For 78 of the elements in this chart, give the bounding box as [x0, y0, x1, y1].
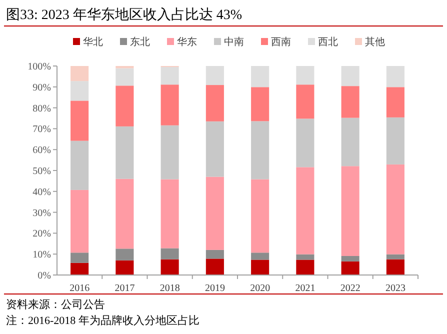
- legend-label: 东北: [130, 36, 150, 48]
- x-tick-label: 2023: [385, 283, 406, 294]
- x-tick-label: 2016: [70, 283, 90, 294]
- bar: [251, 121, 270, 180]
- bar: [206, 66, 224, 86]
- bar: [386, 259, 404, 275]
- bar: [341, 66, 360, 86]
- bar: [70, 252, 89, 263]
- bar: [70, 262, 89, 275]
- bar: [206, 258, 224, 275]
- x-tick-label: 2018: [160, 283, 180, 294]
- bar: [251, 66, 270, 88]
- bar: [116, 126, 134, 179]
- bar: [206, 85, 224, 122]
- bar: [160, 259, 179, 275]
- bar: [70, 66, 89, 82]
- bar: [296, 118, 314, 168]
- bar: [70, 100, 89, 141]
- y-tick-label: 20%: [32, 228, 51, 240]
- y-tick-label: 70%: [32, 124, 51, 136]
- bar: [341, 261, 360, 275]
- y-tick-label: 30%: [32, 208, 51, 219]
- x-tick-label: 2019: [204, 283, 225, 294]
- legend-label: 西南: [271, 36, 291, 48]
- x-tick-label: 2021: [295, 283, 316, 294]
- legend-label: 西北: [318, 36, 338, 48]
- bar: [251, 87, 270, 122]
- y-tick-label: 40%: [32, 186, 51, 198]
- y-tick-label: 80%: [32, 103, 51, 114]
- text: 注：2016-2018 年为品牌收入分地区占比: [6, 314, 200, 327]
- bar: [341, 86, 360, 118]
- bar: [296, 66, 314, 85]
- bar: [206, 176, 224, 250]
- chart-title: 图33: 2023 年华东地区收入占比达 43%: [6, 7, 242, 23]
- bar: [160, 84, 179, 126]
- bar: [251, 252, 270, 260]
- bar: [206, 250, 224, 259]
- bar: [116, 248, 134, 260]
- x-tick-label: 2017: [114, 283, 135, 294]
- y-tick-label: 50%: [32, 166, 51, 177]
- bar: [341, 118, 360, 166]
- bar: [70, 140, 89, 190]
- bar: [251, 179, 270, 253]
- bar: [116, 178, 134, 249]
- bar: [160, 67, 179, 85]
- y-tick-label: 90%: [32, 82, 51, 94]
- bar: [341, 256, 360, 262]
- bar: [296, 167, 314, 254]
- bar: [116, 86, 134, 126]
- legend-label: 华东: [177, 36, 197, 48]
- bar: [160, 179, 179, 248]
- bar: [206, 121, 224, 177]
- legend-label: 华北: [83, 36, 103, 48]
- legend-label: 中南: [224, 36, 244, 48]
- bar: [251, 260, 270, 275]
- y-tick-label: 60%: [32, 145, 51, 156]
- bar: [116, 68, 134, 86]
- bar: [160, 248, 179, 260]
- bar: [386, 66, 404, 88]
- bar: [296, 260, 314, 275]
- bar: [386, 254, 404, 260]
- bar: [70, 81, 89, 101]
- y-tick-label: 100%: [28, 62, 51, 72]
- bar: [296, 84, 314, 119]
- bar: [70, 190, 89, 253]
- text: 资料来源：公司公告: [6, 298, 105, 311]
- bar: [386, 87, 404, 118]
- x-tick-label: 2022: [340, 283, 360, 294]
- bar: [296, 254, 314, 260]
- bar: [341, 166, 360, 256]
- x-tick-label: 2020: [250, 283, 270, 294]
- bar: [386, 164, 404, 254]
- bar: [386, 117, 404, 164]
- y-tick-label: 10%: [32, 250, 51, 261]
- legend-label: 其他: [365, 36, 385, 48]
- bar: [116, 260, 134, 275]
- y-tick-label: 0%: [38, 270, 51, 282]
- bar: [160, 125, 179, 180]
